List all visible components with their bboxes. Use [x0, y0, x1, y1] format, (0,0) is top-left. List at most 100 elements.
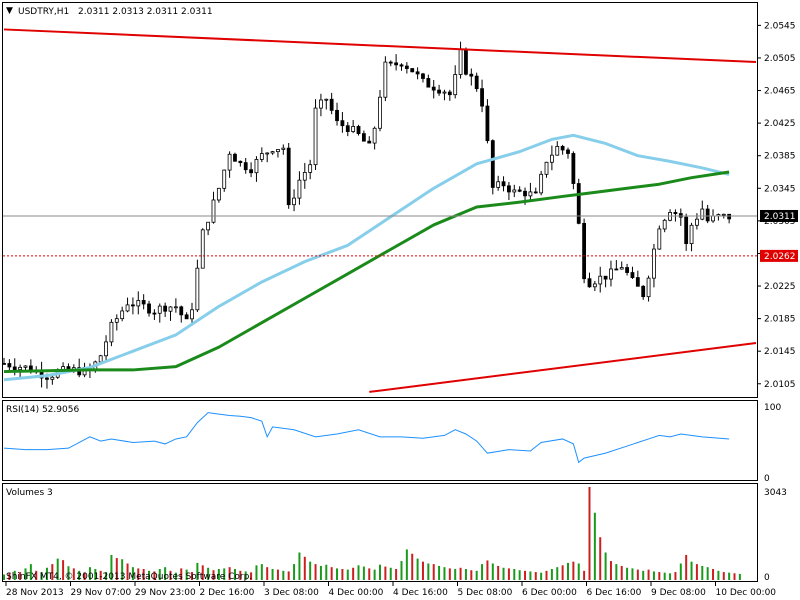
candle-body — [356, 126, 361, 135]
current-price-marker — [760, 209, 798, 222]
candle-body — [319, 99, 323, 109]
candle-body — [523, 190, 527, 197]
candle-body — [324, 98, 329, 101]
candle-body — [727, 213, 732, 220]
current-price-label: 2.0311 — [764, 212, 796, 222]
candle-body — [571, 153, 576, 184]
candle-body — [490, 140, 495, 188]
candle-body — [270, 151, 275, 154]
candle-body — [233, 153, 237, 162]
time-tick-label: 6 Dec 00:00 — [522, 588, 577, 598]
volume-tick-label: 3043 — [764, 488, 787, 498]
candle-body — [501, 181, 506, 187]
candle-body — [635, 277, 640, 287]
time-tick-label: 9 Dec 08:00 — [651, 588, 706, 598]
candle-body — [652, 248, 656, 279]
candle-body — [458, 49, 463, 75]
price-tick-label: 2.0385 — [764, 152, 796, 162]
candle-body — [404, 65, 409, 69]
candle-body — [646, 277, 651, 298]
candle-body — [695, 218, 699, 226]
candle-body — [678, 213, 683, 218]
candle-body — [496, 181, 501, 188]
candle-body — [662, 219, 667, 230]
ohlc-readout: 2.0311 2.0313 2.0311 2.0311 — [78, 7, 213, 17]
moving-average-fast — [3, 133, 730, 382]
candle-body — [23, 365, 28, 368]
volume-tick-label: 0 — [764, 573, 770, 583]
candle-body — [507, 185, 511, 193]
candle-body — [657, 228, 662, 250]
candle-body — [265, 152, 270, 155]
level-price-marker — [760, 249, 798, 262]
candle-body — [705, 208, 710, 222]
candle-body — [394, 62, 399, 66]
candle-body — [114, 318, 119, 323]
candle-body — [141, 300, 146, 305]
candle-body — [2, 363, 6, 365]
candle-body — [361, 133, 366, 142]
candle-body — [587, 278, 592, 288]
price-tick-label: 2.0105 — [764, 380, 796, 390]
candle-body — [539, 173, 544, 194]
price-tick-label: 2.0345 — [764, 184, 796, 194]
menu-arrow-icon[interactable]: ▼ — [6, 6, 13, 16]
time-tick-label: 29 Nov 23:00 — [135, 588, 196, 598]
rsi-line — [3, 412, 730, 464]
candle-body — [222, 169, 227, 189]
candle-body — [592, 283, 597, 288]
candle-body — [276, 149, 280, 153]
candle-body — [453, 74, 458, 96]
candle-body — [292, 197, 296, 206]
candle-body — [598, 275, 603, 285]
candle-body — [630, 272, 635, 278]
candle-body — [163, 305, 168, 312]
time-tick-label: 10 Dec 00:00 — [716, 588, 777, 598]
candle-body — [426, 78, 431, 88]
candle-body — [641, 285, 646, 298]
candle-body — [517, 189, 522, 192]
candle-body — [464, 49, 468, 75]
time-tick-label: 4 Dec 16:00 — [393, 588, 448, 598]
candle-body — [329, 98, 334, 111]
candle-body — [18, 366, 23, 370]
candle-body — [447, 91, 452, 96]
candle-body — [297, 179, 302, 199]
candle-body — [125, 304, 130, 312]
candle-body — [388, 61, 393, 64]
candle-body — [619, 267, 624, 270]
time-tick-label: 29 Nov 07:00 — [71, 588, 132, 598]
price-layer — [2, 28, 757, 393]
candle-body — [179, 306, 184, 316]
candle-body — [549, 154, 554, 163]
candle-body — [109, 321, 114, 343]
candle-body — [206, 221, 211, 231]
time-tick-label: 5 Dec 08:00 — [458, 588, 513, 598]
candle-body — [184, 314, 189, 320]
candle-body — [249, 169, 253, 174]
candle-body — [684, 216, 689, 245]
candle-body — [555, 146, 560, 156]
rsi-layer — [3, 412, 730, 464]
candle-body — [98, 355, 103, 363]
candle-body — [480, 88, 484, 107]
candle-body — [308, 164, 313, 173]
candle-body — [415, 71, 420, 75]
time-tick-label: 28 Nov 2013 — [6, 588, 64, 598]
time-tick-label: 2 Dec 16:00 — [200, 588, 255, 598]
candle-body — [259, 153, 264, 160]
candle-body — [469, 73, 474, 77]
price-tick-label: 2.0185 — [764, 315, 796, 325]
candle-body — [528, 191, 533, 197]
candle-body — [673, 212, 678, 214]
watermark: ShinFX MT4, © 2001-2013 MetaQuotes Softw… — [6, 572, 252, 582]
price-tick-label: 2.0545 — [764, 21, 796, 31]
candle-body — [566, 149, 570, 154]
time-tick-label: 6 Dec 16:00 — [587, 588, 642, 598]
candle-body — [625, 267, 629, 273]
candle-body — [173, 306, 178, 309]
candle-body — [216, 187, 221, 201]
candle-body — [544, 161, 549, 175]
candle-body — [152, 312, 157, 315]
